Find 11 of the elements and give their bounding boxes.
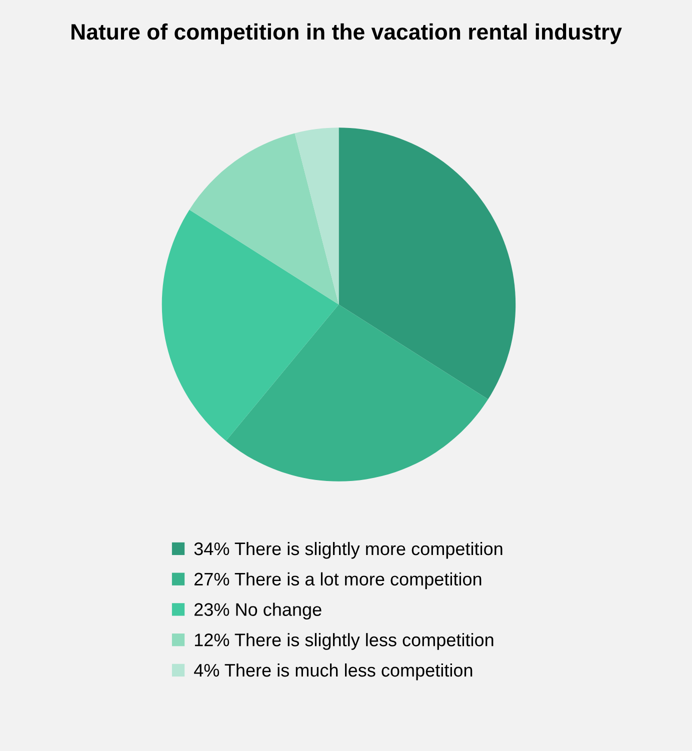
chart-title: Nature of competition in the vacation rental industry [72,23,622,44]
pie-slice [338,128,516,400]
legend-label: 27% There is a lot more competition [194,572,482,590]
pie-slice [162,210,339,441]
pie-slice [226,304,488,482]
legend-label: 23% No change [194,602,322,620]
pie-slice [294,128,339,305]
legend-label: 34% There is slightly more competition [194,542,502,559]
legend-label: 4% There is much less competition [194,663,472,680]
pie-slice [189,133,339,305]
legend-label: 12% There is slightly less competition [194,633,494,650]
